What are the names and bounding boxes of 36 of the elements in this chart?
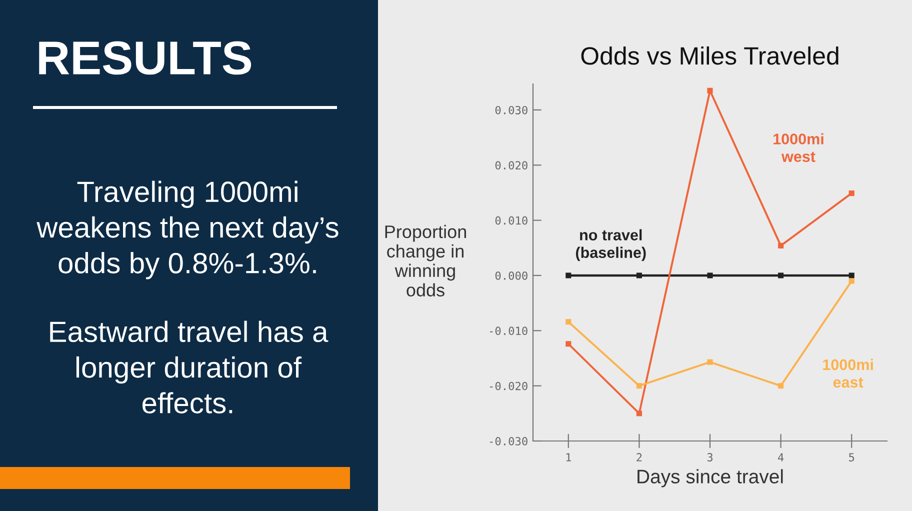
x-tick-label: 5: [849, 453, 854, 462]
point: [636, 383, 642, 389]
point: [778, 272, 784, 278]
x-tick-label: 4: [778, 453, 784, 462]
series-label: 1000mi east: [823, 358, 873, 388]
text: Eastward travel has a longer duration of effects.: [50, 320, 328, 414]
y-tick-label: -0.020: [490, 382, 528, 390]
chart-title: Odds vs Miles Traveled: [581, 46, 838, 65]
point: [707, 272, 713, 278]
y-tick-label: 0.000: [495, 271, 528, 280]
point: [636, 272, 642, 278]
x-tick-label: 2: [636, 453, 642, 462]
series-label: no travel (baseline): [576, 229, 646, 262]
x-tick-label: 1: [566, 453, 571, 462]
point: [848, 272, 854, 278]
y-tick-label: 0.020: [495, 161, 528, 170]
text: RESULTS: [39, 41, 252, 75]
y-tick-label: 0.010: [495, 216, 528, 225]
point: [707, 359, 713, 365]
point: [848, 190, 854, 196]
y-tick-label: -0.030: [490, 437, 528, 446]
y-tick-label: 0.030: [495, 106, 528, 114]
point: [566, 341, 572, 347]
x-tick-label: 3: [707, 453, 713, 462]
point: [566, 319, 572, 325]
point: [707, 88, 713, 94]
x-axis-title: Days since travel: [638, 469, 783, 488]
point: [636, 410, 642, 416]
y-axis-title: Proportion change in winning odds: [385, 224, 466, 297]
y-tick-label: -0.010: [490, 326, 528, 336]
text: Traveling 1000mi weakens the next day’s odds by 0.8%-1.3%.: [36, 180, 338, 280]
point: [778, 242, 784, 248]
series-label: 1000mi west: [774, 133, 824, 162]
point: [848, 278, 854, 284]
point: [566, 272, 572, 278]
point: [778, 383, 784, 389]
